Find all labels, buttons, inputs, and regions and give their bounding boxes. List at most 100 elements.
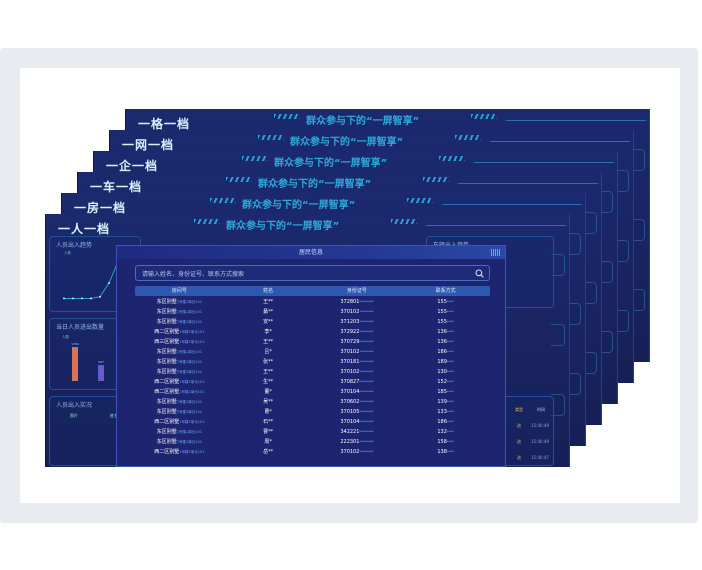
cell-room: 东区别墅1号楼1单元101 bbox=[156, 369, 202, 375]
cell-room: 西二区别墅1号楼1单元101 bbox=[154, 449, 205, 455]
resident-info-modal: 居民信息 请输入姓名、身份证号、联系方式搜索 房间号 姓名 身份证号 联系方式 东区别… bbox=[116, 245, 506, 467]
bar-label: 587 bbox=[98, 360, 104, 364]
cell-room: 西二区别墅1号楼1单元101 bbox=[154, 419, 205, 425]
dashboard-sheet[interactable]: 一人一档 群众参与下的“一屏智享” 人员出入趋势 人数 当日人员进出数量 人数 … bbox=[46, 214, 570, 467]
cell-name: 李* bbox=[264, 329, 272, 335]
cell-phone: 133**** bbox=[437, 409, 454, 415]
cell-name: 吴** bbox=[263, 399, 274, 405]
search-icon[interactable] bbox=[475, 269, 484, 278]
column-header[interactable]: 姓名 bbox=[263, 288, 274, 294]
decor-line bbox=[506, 120, 646, 121]
cell-id: 370104******** bbox=[340, 389, 374, 395]
column-header[interactable]: 房间号 bbox=[171, 288, 187, 294]
table-header: 房间号 姓名 身份证号 联系方式 bbox=[135, 286, 490, 296]
side-panel-edge bbox=[615, 170, 629, 192]
table-row[interactable]: 东区别墅1号楼1单元101 曹** 342221******** 132**** bbox=[135, 427, 490, 437]
cell-name: 王** bbox=[263, 369, 274, 375]
cell-id: 372922******** bbox=[340, 329, 374, 335]
banner-title: 群众参与下的“一屏智享” bbox=[226, 221, 340, 232]
table-row[interactable]: 东区别墅1号楼1单元101 吴** 370602******** 139**** bbox=[135, 397, 490, 407]
cell-id: 370181******** bbox=[340, 359, 374, 365]
cell-phone: 139**** bbox=[437, 399, 454, 405]
table-row[interactable]: 西三区别墅1号楼1单元101 王** 370729******** 136***… bbox=[135, 337, 490, 347]
cell-phone: 158**** bbox=[437, 439, 454, 445]
side-panel-edge bbox=[583, 282, 597, 304]
column-header[interactable]: 身份证号 bbox=[346, 288, 367, 294]
decor-stripes bbox=[258, 135, 284, 140]
table-row[interactable]: 西二区别墅1号楼1单元101 岳** 370102******** 138***… bbox=[135, 447, 490, 457]
cell-phone: 152**** bbox=[437, 379, 454, 385]
cell-name: 张** bbox=[263, 359, 274, 365]
decor-line bbox=[474, 162, 614, 163]
side-panel-edge bbox=[583, 352, 597, 374]
cell-phone: 155**** bbox=[437, 299, 454, 305]
cell-id: 372801******** bbox=[340, 299, 374, 305]
modal-title: 居民信息 bbox=[298, 249, 323, 256]
cell-phone: 136**** bbox=[437, 339, 454, 345]
table-row[interactable]: 东区别墅1号楼1单元101 王** 370102******** 130**** bbox=[135, 367, 490, 377]
sheet-title: 一车一档 bbox=[90, 180, 143, 194]
cell-id: 370729******** bbox=[340, 339, 374, 345]
cell-phone: 136**** bbox=[437, 329, 454, 335]
cell-room: 东区别墅1号楼1单元101 bbox=[156, 349, 202, 355]
table-row[interactable]: 东区别墅1号楼1单元101 綦** 370102******** 155**** bbox=[135, 307, 490, 317]
cell-phone: 189**** bbox=[437, 359, 454, 365]
table-row[interactable]: 东区别墅1号楼1单元101 王** 372801******** 155**** bbox=[135, 297, 490, 307]
count-bar bbox=[72, 347, 78, 381]
cell-name: 生** bbox=[263, 379, 274, 385]
side-panel-edge bbox=[567, 373, 581, 395]
banner-title: 群众参与下的“一屏智享” bbox=[290, 137, 404, 148]
decor-stripes bbox=[194, 219, 220, 224]
cell-room: 东区别墅1号楼1单元101 bbox=[156, 299, 202, 305]
cell-name: 王** bbox=[263, 299, 274, 305]
side-panel-edge bbox=[551, 254, 565, 276]
cell-name: 安** bbox=[263, 319, 274, 325]
column-name: 姓名 bbox=[110, 413, 118, 418]
cell-room: 东区别墅1号楼1单元101 bbox=[156, 439, 202, 445]
vehicle-type: 进 bbox=[517, 423, 521, 428]
sheet-title: 一房一档 bbox=[74, 201, 127, 215]
cell-phone: 185**** bbox=[437, 389, 454, 395]
side-panel-edge bbox=[551, 394, 565, 416]
cell-id: 370827******** bbox=[340, 379, 374, 385]
cell-room: 西二区别墅1号楼1单元101 bbox=[154, 389, 205, 395]
banner-title: 群众参与下的“一屏智享” bbox=[274, 158, 388, 169]
cell-name: 周* bbox=[264, 439, 272, 445]
cell-name: 吕* bbox=[264, 349, 272, 355]
side-panel-edge bbox=[631, 219, 645, 241]
trend-point bbox=[108, 282, 110, 284]
trend-point bbox=[99, 295, 101, 298]
column-header[interactable]: 联系方式 bbox=[435, 288, 456, 294]
decor-line bbox=[442, 204, 582, 205]
table-row[interactable]: 东区别墅1号楼1单元101 张** 370181******** 189**** bbox=[135, 357, 490, 367]
table-row[interactable]: 西二区别墅1号楼1单元101 生** 370827******** 152***… bbox=[135, 377, 490, 387]
side-panel-edge bbox=[567, 233, 581, 255]
table-row[interactable]: 西二区别墅1号楼1单元101 董* 370104******** 185**** bbox=[135, 387, 490, 397]
column-type: 类型 bbox=[515, 407, 523, 412]
trend-point bbox=[90, 297, 92, 300]
side-panel-edge bbox=[599, 331, 613, 353]
cell-name: 董* bbox=[264, 389, 272, 395]
cell-phone: 130**** bbox=[437, 369, 454, 375]
table-row[interactable]: 西二区别墅1号楼1单元101 石** 370104******** 186***… bbox=[135, 417, 490, 427]
table-row[interactable]: 东区别墅1号楼1单元101 安** 371203******** 155**** bbox=[135, 317, 490, 327]
count-bar bbox=[98, 365, 104, 381]
cell-name: 岳** bbox=[263, 449, 274, 455]
table-row[interactable]: 东区别墅1号楼1单元101 周* 222301******** 158**** bbox=[135, 437, 490, 447]
cell-name: 石** bbox=[263, 419, 274, 425]
trend-point bbox=[72, 297, 74, 300]
table-row[interactable]: 西二区别墅1号楼1单元101 李* 372922******** 136**** bbox=[135, 327, 490, 337]
panel-title: 人员出入实况 bbox=[56, 402, 93, 409]
decor-stripes bbox=[407, 198, 433, 203]
table-row[interactable]: 东区别墅1号楼1单元101 吕* 370102******** 186**** bbox=[135, 347, 490, 357]
drag-handle-icon[interactable] bbox=[491, 249, 501, 256]
search-placeholder: 请输入姓名、身份证号、联系方式搜索 bbox=[142, 271, 245, 278]
decor-line bbox=[490, 141, 630, 142]
cell-room: 东区别墅1号楼1单元101 bbox=[156, 399, 202, 405]
panel-title: 人员出入趋势 bbox=[56, 242, 93, 249]
cell-phone: 138**** bbox=[437, 449, 454, 455]
cell-id: 370102******** bbox=[340, 449, 374, 455]
banner-title: 群众参与下的“一屏智享” bbox=[242, 200, 356, 211]
table-row[interactable]: 东区别墅1号楼1单元101 曹* 370105******** 133**** bbox=[135, 407, 490, 417]
search-input[interactable]: 请输入姓名、身份证号、联系方式搜索 bbox=[135, 265, 490, 281]
